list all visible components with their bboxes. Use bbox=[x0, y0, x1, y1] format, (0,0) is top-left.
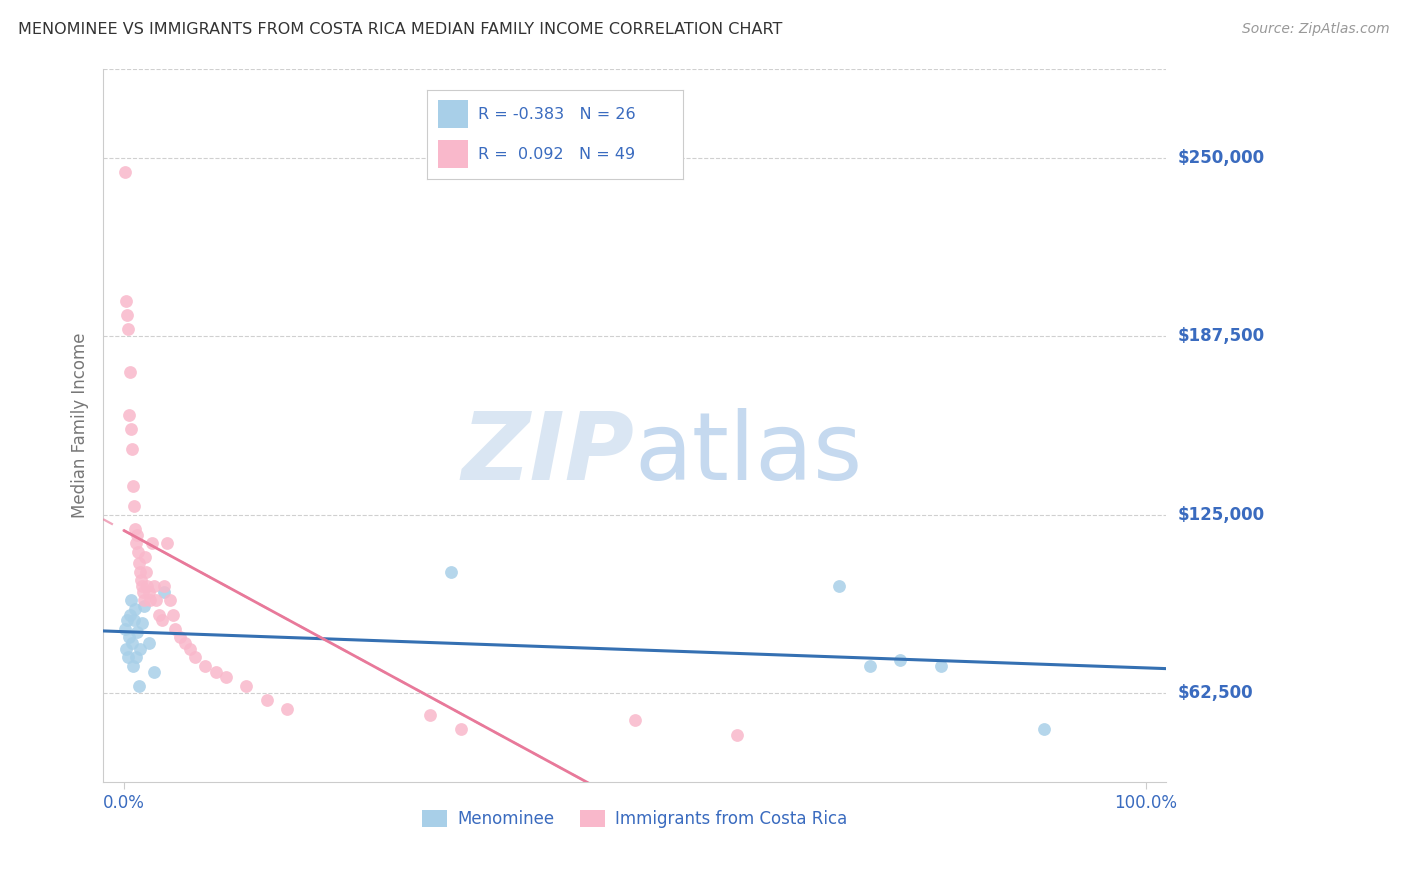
Y-axis label: Median Family Income: Median Family Income bbox=[72, 333, 89, 518]
Point bbox=[828, 579, 851, 593]
Point bbox=[256, 693, 278, 707]
Point bbox=[204, 665, 226, 679]
Point bbox=[125, 650, 148, 665]
Point bbox=[128, 556, 150, 570]
Point bbox=[159, 593, 181, 607]
Point bbox=[118, 631, 141, 645]
Point bbox=[440, 565, 463, 579]
Point bbox=[125, 527, 148, 541]
Text: atlas: atlas bbox=[634, 408, 863, 500]
Point bbox=[124, 602, 146, 616]
Point bbox=[127, 545, 149, 559]
Point bbox=[163, 622, 186, 636]
Point bbox=[121, 479, 143, 493]
Point bbox=[121, 636, 143, 650]
Legend: Menominee, Immigrants from Costa Rica: Menominee, Immigrants from Costa Rica bbox=[416, 803, 853, 835]
Point bbox=[450, 722, 472, 736]
Point bbox=[623, 713, 645, 727]
Text: $250,000: $250,000 bbox=[1177, 149, 1264, 167]
Point bbox=[179, 641, 201, 656]
Point bbox=[931, 659, 953, 673]
Point bbox=[114, 622, 136, 636]
Point bbox=[131, 616, 153, 631]
Point bbox=[135, 565, 157, 579]
Point bbox=[121, 659, 143, 673]
Point bbox=[129, 565, 152, 579]
Point bbox=[419, 707, 441, 722]
Point bbox=[134, 550, 156, 565]
Point bbox=[131, 579, 153, 593]
Point bbox=[129, 641, 152, 656]
Point bbox=[125, 624, 148, 639]
Point bbox=[114, 293, 136, 308]
Point bbox=[145, 593, 167, 607]
Point bbox=[725, 727, 748, 741]
Point bbox=[153, 579, 176, 593]
Point bbox=[128, 679, 150, 693]
Point bbox=[169, 631, 191, 645]
Point bbox=[115, 308, 138, 322]
Point bbox=[215, 670, 238, 684]
Point bbox=[120, 593, 142, 607]
Point bbox=[122, 613, 145, 627]
Point bbox=[184, 650, 207, 665]
Point bbox=[115, 613, 138, 627]
Point bbox=[118, 408, 141, 422]
Point bbox=[138, 636, 160, 650]
Point bbox=[124, 522, 146, 536]
Point bbox=[859, 659, 882, 673]
Text: $62,500: $62,500 bbox=[1177, 684, 1253, 702]
Point bbox=[162, 607, 184, 622]
Point bbox=[117, 322, 139, 336]
Point bbox=[155, 536, 177, 550]
Point bbox=[117, 650, 139, 665]
Point bbox=[122, 499, 145, 513]
Point bbox=[153, 584, 176, 599]
Point bbox=[132, 584, 155, 599]
Text: $125,000: $125,000 bbox=[1177, 506, 1264, 524]
Point bbox=[194, 659, 217, 673]
Point bbox=[132, 599, 155, 613]
Point bbox=[121, 442, 143, 456]
Point bbox=[889, 653, 911, 667]
Text: MENOMINEE VS IMMIGRANTS FROM COSTA RICA MEDIAN FAMILY INCOME CORRELATION CHART: MENOMINEE VS IMMIGRANTS FROM COSTA RICA … bbox=[18, 22, 783, 37]
Point bbox=[143, 665, 166, 679]
Point bbox=[148, 607, 170, 622]
Point bbox=[118, 607, 141, 622]
Point bbox=[129, 574, 152, 588]
Point bbox=[120, 422, 142, 436]
Point bbox=[1032, 722, 1054, 736]
Point bbox=[143, 579, 166, 593]
Text: ZIP: ZIP bbox=[461, 408, 634, 500]
Point bbox=[118, 365, 141, 379]
Point bbox=[276, 702, 298, 716]
Point bbox=[138, 584, 160, 599]
Point bbox=[152, 613, 174, 627]
Text: $187,500: $187,500 bbox=[1177, 327, 1264, 345]
Point bbox=[141, 536, 163, 550]
Point bbox=[235, 679, 257, 693]
Point bbox=[132, 593, 155, 607]
Point bbox=[174, 636, 197, 650]
Point bbox=[114, 165, 136, 179]
Point bbox=[125, 536, 148, 550]
Text: Source: ZipAtlas.com: Source: ZipAtlas.com bbox=[1241, 22, 1389, 37]
Point bbox=[114, 641, 136, 656]
Point bbox=[139, 593, 162, 607]
Point bbox=[136, 579, 159, 593]
